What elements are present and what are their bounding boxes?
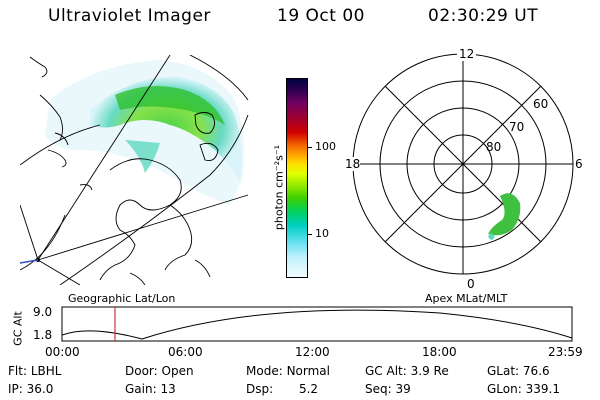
status-flt: Flt: LBHL	[8, 364, 61, 378]
alt-ytick-1.8: 1.8	[33, 328, 53, 342]
glat-label: GLat:	[487, 364, 520, 378]
colorbar-tick-10	[307, 234, 312, 235]
altitude-curve	[61, 309, 573, 340]
status-gain: Gain: 13	[125, 382, 176, 396]
seq-value: 39	[395, 382, 411, 396]
status-ip: IP: 36.0	[8, 382, 53, 396]
status-glat: GLat: 76.6	[487, 364, 550, 378]
mode-value: Normal	[286, 364, 330, 378]
colorbar-tick-100	[307, 147, 312, 148]
polar-mlat-mlt-panel	[352, 53, 574, 275]
mlt-line-diag-2	[384, 85, 542, 243]
gc-alt-value: 3.9 Re	[410, 364, 449, 378]
ip-label: IP:	[8, 382, 23, 396]
polar-aurora-fringe	[488, 233, 495, 240]
flt-label: Flt:	[8, 364, 27, 378]
ip-value: 36.0	[26, 382, 54, 396]
mlt-label-18: 18	[345, 157, 361, 171]
coastlines	[29, 56, 219, 285]
alt-xtick-2359: 23:59	[548, 345, 583, 359]
status-gc-alt: GC Alt: 3.9 Re	[365, 364, 449, 378]
colorbar	[286, 78, 308, 278]
mlt-label-0: 0	[467, 277, 475, 291]
alt-ytick-9: 9.0	[33, 305, 53, 319]
lat-lon-grid	[20, 55, 249, 285]
terminator-line	[20, 259, 39, 264]
instrument-title: Ultraviolet Imager	[48, 6, 211, 26]
status-seq: Seq: 39	[365, 382, 411, 396]
mode-label: Mode:	[246, 364, 283, 378]
glat-value: 76.6	[522, 364, 550, 378]
alt-xtick-1200: 12:00	[295, 345, 330, 359]
aurora-tail	[125, 140, 160, 173]
dsp-label: Dsp:	[246, 382, 274, 396]
alt-xtick-0600: 06:00	[168, 345, 203, 359]
mlt-label-12: 12	[457, 47, 477, 61]
glon-label: GLon:	[487, 382, 522, 396]
gc-alt-label: GC Alt:	[365, 364, 407, 378]
colorbar-label-10: 10	[315, 227, 329, 240]
glon-value: 339.1	[525, 382, 560, 396]
mlat-label-70: 70	[509, 120, 525, 134]
aurora-core	[115, 86, 225, 125]
status-door: Door: Open	[125, 364, 194, 378]
alt-xtick-1800: 18:00	[422, 345, 457, 359]
date-label: 19 Oct 00	[277, 6, 365, 26]
geo-panel-label: Geographic Lat/Lon	[68, 292, 176, 305]
time-label: 02:30:29 UT	[428, 6, 539, 26]
altitude-plot-frame	[61, 306, 573, 342]
polar-aurora-patch	[488, 193, 521, 236]
door-label: Door:	[125, 364, 158, 378]
gain-value: 13	[160, 382, 176, 396]
status-dsp: Dsp: 5.2	[246, 382, 318, 396]
seq-label: Seq:	[365, 382, 392, 396]
alt-xtick-0000: 00:00	[45, 345, 80, 359]
door-value: Open	[161, 364, 194, 378]
alt-plot-ylabel: GC Alt	[11, 311, 25, 346]
mlt-label-6: 6	[575, 157, 583, 171]
mlat-label-80: 80	[486, 140, 502, 154]
status-mode: Mode: Normal	[246, 364, 330, 378]
dsp-value: 5.2	[298, 382, 319, 396]
flt-value: LBHL	[30, 364, 62, 378]
polar-panel-label: Apex MLat/MLT	[425, 292, 508, 305]
gain-label: Gain:	[125, 382, 157, 396]
status-glon: GLon: 339.1	[487, 382, 560, 396]
mlat-label-60: 60	[533, 97, 549, 111]
colorbar-unit-label: photon cm⁻²s⁻¹	[272, 144, 286, 231]
geographic-map-panel	[20, 55, 249, 285]
altitude-plot	[61, 306, 573, 342]
colorbar-label-100: 100	[315, 140, 336, 153]
